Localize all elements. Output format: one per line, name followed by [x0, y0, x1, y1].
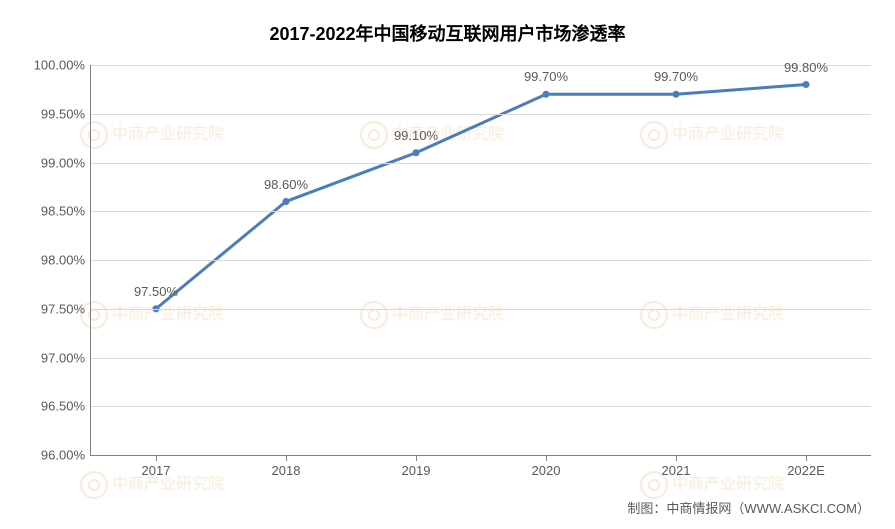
data-marker: [543, 91, 549, 97]
gridline: [91, 358, 871, 359]
x-tick-label: 2019: [402, 455, 431, 478]
gridline: [91, 406, 871, 407]
y-tick-label: 96.00%: [41, 448, 91, 463]
data-marker: [803, 82, 809, 88]
watermark-text: 中商产业研究院: [672, 476, 784, 493]
x-tick-label: 2018: [272, 455, 301, 478]
x-tick-label: 2017: [142, 455, 171, 478]
gridline: [91, 65, 871, 66]
watermark-icon: [80, 471, 108, 499]
x-tick-label: 2021: [662, 455, 691, 478]
data-label: 98.60%: [264, 177, 308, 192]
y-tick-label: 97.50%: [41, 301, 91, 316]
x-tick-label: 2020: [532, 455, 561, 478]
gridline: [91, 163, 871, 164]
gridline: [91, 309, 871, 310]
watermark-text: 中商产业研究院: [112, 476, 224, 493]
gridline: [91, 260, 871, 261]
x-tick-label: 2022E: [787, 455, 825, 478]
gridline: [91, 114, 871, 115]
plot-area: 96.00%96.50%97.00%97.50%98.00%98.50%99.0…: [90, 65, 871, 456]
data-label: 99.70%: [654, 69, 698, 84]
y-tick-label: 97.00%: [41, 350, 91, 365]
data-label: 99.70%: [524, 69, 568, 84]
y-tick-label: 100.00%: [34, 58, 91, 73]
y-tick-label: 98.50%: [41, 204, 91, 219]
series-line: [156, 85, 806, 309]
footer-credit: 制图：中商情报网（WWW.ASKCI.COM）: [627, 498, 870, 517]
data-label: 99.80%: [784, 60, 828, 75]
chart-title: 2017-2022年中国移动互联网用户市场渗透率: [0, 20, 895, 46]
y-tick-label: 98.00%: [41, 253, 91, 268]
data-label: 97.50%: [134, 284, 178, 299]
gridline: [91, 211, 871, 212]
y-tick-label: 99.50%: [41, 106, 91, 121]
y-tick-label: 96.50%: [41, 399, 91, 414]
y-tick-label: 99.00%: [41, 155, 91, 170]
data-marker: [413, 150, 419, 156]
data-marker: [283, 199, 289, 205]
data-label: 99.10%: [394, 128, 438, 143]
chart-container: 2017-2022年中国移动互联网用户市场渗透率 中商产业研究院中商产业研究院中…: [0, 0, 895, 529]
data-marker: [673, 91, 679, 97]
